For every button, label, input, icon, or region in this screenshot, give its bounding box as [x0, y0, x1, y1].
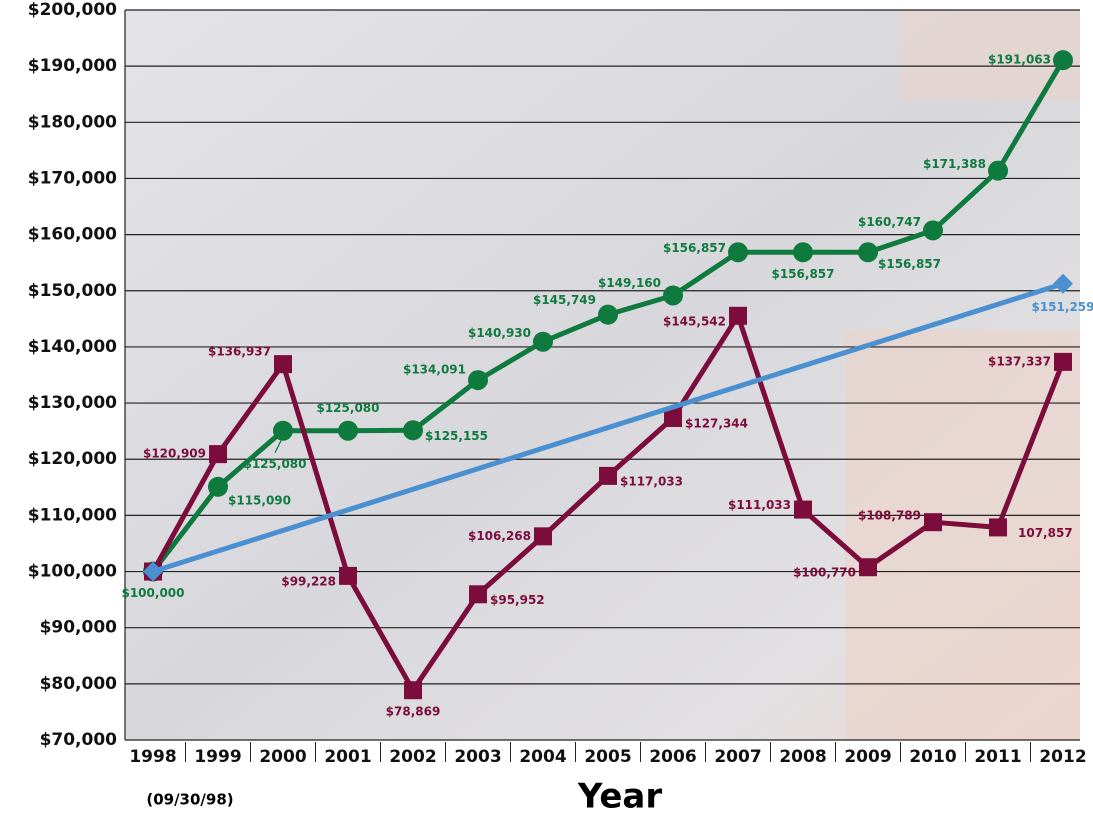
value-label: $171,388 [923, 157, 986, 171]
marker [1053, 50, 1073, 70]
value-label: $160,747 [858, 215, 921, 229]
y-tick-label: $90,000 [40, 618, 118, 638]
marker [403, 420, 423, 440]
value-label: $140,930 [468, 326, 531, 340]
y-tick-label: $140,000 [28, 337, 117, 357]
y-tick-label: $100,000 [28, 562, 117, 582]
marker [208, 477, 228, 497]
marker [858, 242, 878, 262]
value-label: 107,857 [1018, 526, 1073, 540]
x-tick-label: 2010 [909, 747, 956, 767]
marker [924, 513, 942, 531]
marker [664, 409, 682, 427]
marker [598, 305, 618, 325]
y-tick-label: $110,000 [28, 505, 117, 525]
value-label: $145,749 [533, 293, 596, 307]
value-label: $125,080 [243, 457, 306, 471]
marker [599, 467, 617, 485]
value-label: $156,857 [663, 241, 726, 255]
x-tick-label: 1998 [129, 747, 176, 767]
x-tick-label: 2005 [584, 747, 631, 767]
marker [469, 585, 487, 603]
value-label: $127,344 [685, 416, 748, 430]
marker [339, 567, 357, 585]
value-label: $100,770 [793, 566, 856, 580]
marker [468, 370, 488, 390]
x-tick-label: 2002 [389, 747, 436, 767]
y-tick-label: $170,000 [28, 168, 117, 188]
marker [729, 307, 747, 325]
value-label: $111,033 [728, 498, 791, 512]
x-tick-label: 2006 [649, 747, 696, 767]
marker [209, 445, 227, 463]
marker [793, 242, 813, 262]
y-tick-label: $180,000 [28, 112, 117, 132]
x-tick-label: 2009 [844, 747, 891, 767]
marker [534, 527, 552, 545]
marker [728, 242, 748, 262]
value-label: $95,952 [490, 593, 545, 607]
marker [404, 681, 422, 699]
value-label: $134,091 [403, 363, 466, 377]
marker [923, 220, 943, 240]
marker [533, 332, 553, 352]
marker [273, 421, 293, 441]
y-tick-label: $160,000 [28, 225, 117, 245]
x-tick-label: 2007 [714, 747, 761, 767]
value-label: $125,080 [316, 401, 379, 415]
x-tick-label: 2000 [259, 747, 306, 767]
y-tick-label: $130,000 [28, 393, 117, 413]
value-label: $99,228 [281, 574, 336, 588]
value-label: $117,033 [620, 474, 683, 488]
marker [338, 421, 358, 441]
value-label: $106,268 [468, 529, 531, 543]
x-tick-label: 2011 [974, 747, 1021, 767]
value-label: $149,160 [598, 276, 661, 290]
note: (09/30/98) [146, 791, 233, 809]
x-tick-label: 2012 [1039, 747, 1086, 767]
y-tick-label: $80,000 [40, 674, 118, 694]
marker [663, 285, 683, 305]
marker [794, 501, 812, 519]
value-label: $108,789 [858, 509, 921, 523]
value-label: $137,337 [988, 354, 1051, 368]
value-label: $156,857 [771, 267, 834, 281]
marker [989, 518, 1007, 536]
x-tick-label: 2004 [519, 747, 566, 767]
y-tick-label: $70,000 [40, 730, 118, 750]
value-label: $115,090 [228, 493, 291, 507]
value-label: $120,909 [143, 447, 206, 461]
value-label: $145,542 [663, 314, 726, 328]
y-tick-label: $190,000 [28, 56, 117, 76]
marker [274, 355, 292, 373]
x-tick-label: 2001 [324, 747, 371, 767]
value-label: $136,937 [208, 345, 271, 359]
value-label: $125,155 [425, 429, 488, 443]
marker [988, 161, 1008, 181]
y-tick-label: $200,000 [28, 0, 117, 20]
x-tick-label: 2003 [454, 747, 501, 767]
value-label: $156,857 [878, 257, 941, 271]
value-label: $191,063 [988, 53, 1051, 67]
value-label: $151,259 [1031, 300, 1093, 314]
x-tick-label: 2008 [779, 747, 826, 767]
value-label: $100,000 [121, 586, 184, 600]
marker [859, 558, 877, 576]
marker [1054, 353, 1072, 371]
y-tick-label: $120,000 [28, 449, 117, 469]
value-label: $78,869 [386, 705, 441, 719]
y-tick-label: $150,000 [28, 281, 117, 301]
x-tick-label: 1999 [194, 747, 241, 767]
chart: Year (09/30/98) $70,000 $80,000 $90,000 $10… [0, 0, 1093, 818]
x-axis-title: Year [577, 777, 663, 817]
